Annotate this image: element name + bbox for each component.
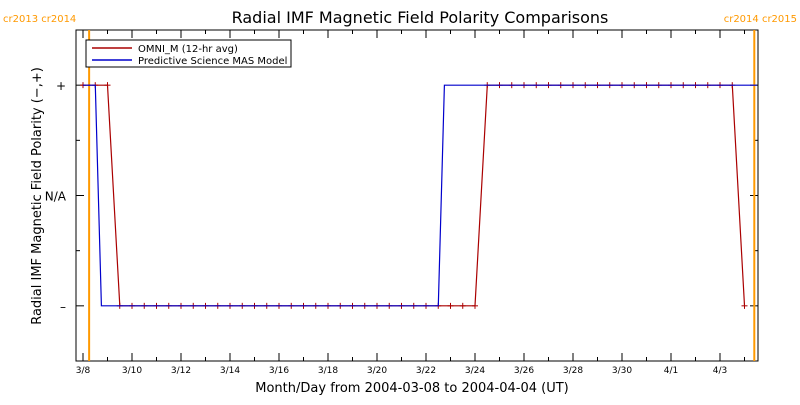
x-tick-label: 3/18: [318, 366, 338, 376]
legend-box: [85, 39, 292, 68]
x-tick-label: 3/26: [514, 366, 534, 376]
x-tick-label: 3/28: [563, 366, 583, 376]
omni-data-point: [472, 302, 478, 309]
x-tick-label: 3/30: [612, 366, 632, 376]
carrington-label: cr2013 cr2014: [3, 14, 76, 25]
chart-title: Radial IMF Magnetic Field Polarity Compa…: [232, 8, 609, 27]
y-tick-label: +: [56, 79, 66, 93]
omni-data-point: [447, 302, 454, 309]
x-tick-label: 3/14: [220, 366, 240, 376]
x-tick-label: 3/24: [465, 366, 485, 376]
legend-label-omni: OMNI_M (12-hr avg): [138, 44, 238, 55]
y-tick-label: –: [60, 300, 66, 314]
y-tick-labels: + N/A –: [45, 79, 67, 314]
y-axis-label: Radial IMF Magnetic Field Polarity (−,+): [30, 67, 45, 325]
x-tick-label: 4/3: [713, 366, 727, 376]
model-series-line: [83, 84, 757, 307]
y-tick-label: N/A: [45, 190, 67, 204]
omni-data-point: [741, 302, 748, 309]
omni-data-point: [104, 82, 111, 89]
x-tick-label: 3/12: [171, 366, 191, 376]
x-axis-label: Month/Day from 2004-03-08 to 2004-04-04 …: [255, 381, 568, 396]
carrington-label: cr2014 cr2015: [724, 14, 797, 25]
omni-data-point: [459, 302, 466, 309]
axis-ticks: [76, 29, 758, 362]
carrington-labels: cr2013 cr2014 cr2014 cr2015: [3, 14, 797, 25]
legend: OMNI_M (12-hr avg) Predictive Science MA…: [85, 39, 292, 68]
x-tick-labels: 3/8 3/10 3/12 3/14 3/16 3/18 3/20 3/22 3/24 3/26 3…: [76, 366, 727, 376]
x-tick-label: 4/1: [664, 366, 678, 376]
data-series: [80, 82, 757, 309]
x-tick-label: 3/10: [122, 366, 142, 376]
x-tick-label: 3/22: [416, 366, 436, 376]
x-tick-label: 3/20: [367, 366, 387, 376]
legend-label-model: Predictive Science MAS Model: [138, 56, 287, 67]
x-tick-label: 3/8: [76, 366, 91, 376]
x-tick-label: 3/16: [269, 366, 289, 376]
